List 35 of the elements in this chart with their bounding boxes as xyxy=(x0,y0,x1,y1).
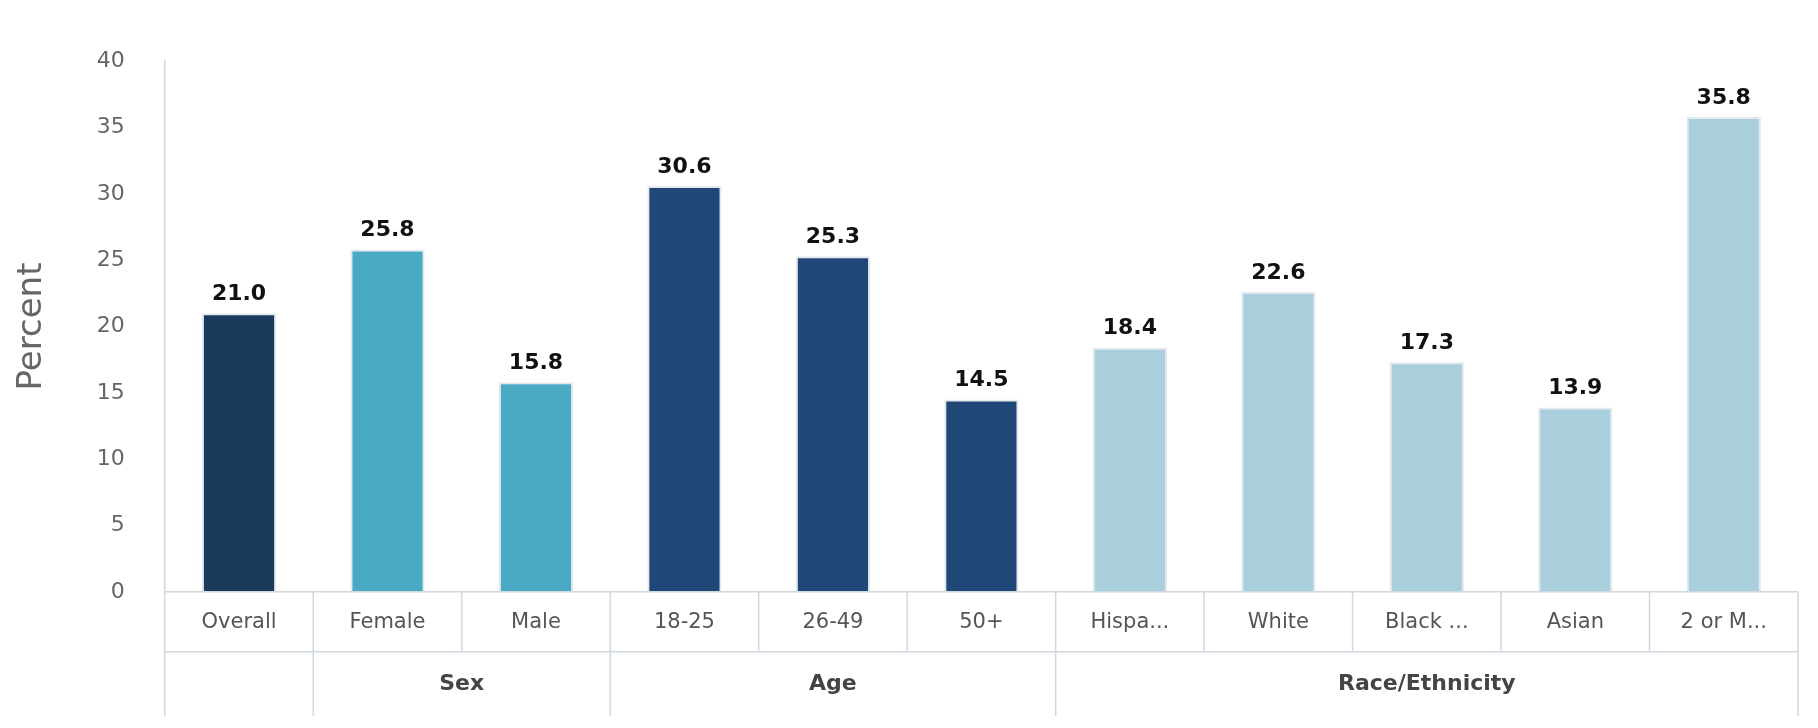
x-tick-label: 2 or M... xyxy=(1680,608,1767,633)
x-tick-label: Hispa... xyxy=(1090,608,1170,633)
y-tick-label: 5 xyxy=(110,511,125,537)
data-label: 15.8 xyxy=(508,348,564,374)
y-tick-label: 40 xyxy=(96,46,125,72)
y-tick-label: 20 xyxy=(96,312,125,338)
data-label: 22.6 xyxy=(1251,258,1306,284)
y-tick-label: 10 xyxy=(96,444,125,470)
x-tick-label: Asian xyxy=(1546,608,1604,633)
data-label: 30.6 xyxy=(657,152,712,178)
data-label: 35.8 xyxy=(1696,83,1751,109)
text: Race/Ethnicity xyxy=(1338,669,1516,695)
data-label: 17.3 xyxy=(1399,329,1454,355)
x-tick-label: Male xyxy=(511,608,561,633)
y-axis-title: Percent xyxy=(9,262,50,391)
y-tick-label: 30 xyxy=(96,179,125,205)
x-tick-label: 18-25 xyxy=(653,608,715,633)
y-tick-label: 15 xyxy=(96,378,125,404)
x-tick-label: White xyxy=(1247,608,1309,633)
x-tick-label: Female xyxy=(349,608,426,633)
y-tick-label: 25 xyxy=(96,245,125,271)
y-tick-label: 35 xyxy=(96,113,125,139)
x-tick-label: Black ... xyxy=(1385,608,1469,633)
data-label: 18.4 xyxy=(1102,314,1158,340)
data-label: 14.5 xyxy=(954,366,1009,392)
text: Age xyxy=(809,669,857,695)
y-tick-label: 0 xyxy=(110,577,125,603)
data-label: 21.0 xyxy=(211,279,267,305)
data-label: 25.3 xyxy=(805,222,861,248)
x-tick-label: Overall xyxy=(201,608,277,633)
data-label: 13.9 xyxy=(1548,374,1603,400)
text: Sex xyxy=(439,669,485,695)
data-label: 25.8 xyxy=(360,216,415,242)
x-tick-label: 50+ xyxy=(959,608,1004,633)
x-tick-label: 26-49 xyxy=(802,608,864,633)
